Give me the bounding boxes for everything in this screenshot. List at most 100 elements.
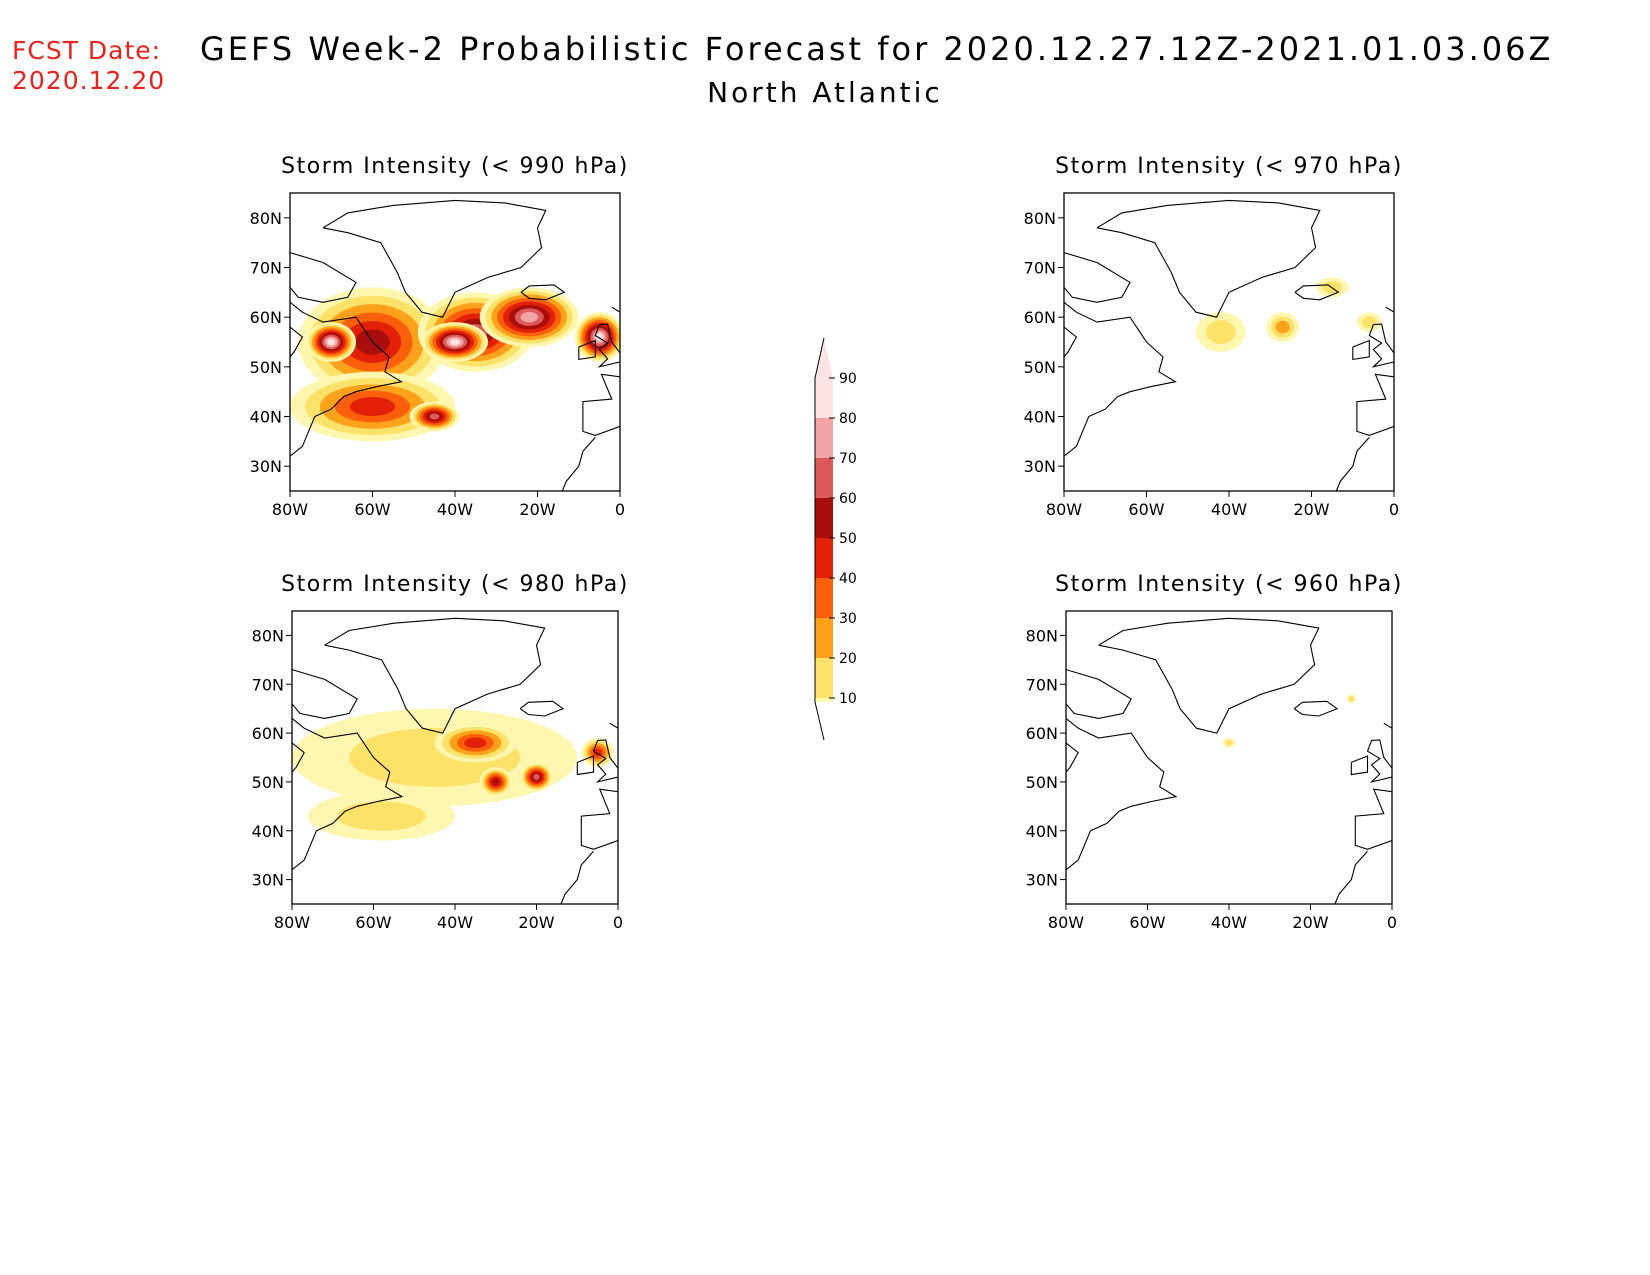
panel-title: Storm Intensity (< 960 hPa) (1055, 572, 1403, 597)
coastline (582, 373, 620, 436)
probability-contour-level-2 (1225, 739, 1233, 746)
colorbar-swatch (815, 498, 833, 538)
probability-field (1222, 694, 1356, 748)
colorbar-swatch (815, 698, 833, 702)
y-tick-label: 50N (1024, 358, 1056, 377)
probability-contour-level-5 (350, 397, 395, 417)
probability-field (290, 287, 620, 442)
probability-field (1196, 277, 1382, 352)
probability-contour-level-6 (491, 778, 500, 786)
coastline (611, 306, 620, 313)
map-panel-3: Storm Intensity (< 980 hPa) 80N 70N 60N 50N 4… (252, 572, 629, 932)
colorbar-tick-label: 10 (839, 691, 857, 707)
coastline (1066, 717, 1178, 871)
colorbar-swatch (815, 618, 833, 658)
x-tick-label: 60W (1129, 913, 1165, 932)
map-panel-4: Storm Intensity (< 960 hPa) 80N 70N 60N 50N 4… (1026, 572, 1403, 932)
probability-contour-level-9 (449, 338, 461, 346)
y-tick-label: 50N (250, 358, 282, 377)
y-tick-label: 60N (250, 308, 282, 327)
y-tick-label: 30N (1024, 457, 1056, 476)
colorbar-swatch (815, 658, 833, 698)
x-tick-label: 40W (437, 500, 473, 519)
coastline (1064, 301, 1177, 457)
panel-title: Storm Intensity (< 990 hPa) (281, 154, 629, 179)
coastline (1350, 755, 1369, 776)
colorbar-top-arrow (815, 338, 833, 378)
coastline (520, 284, 566, 301)
coastline (1334, 850, 1368, 904)
x-tick-label: 20W (1292, 913, 1328, 932)
y-tick-label: 30N (252, 871, 284, 890)
coastline (1066, 669, 1132, 719)
probability-field (292, 708, 614, 841)
colorbar-tick-label: 70 (839, 451, 857, 467)
x-tick-label: 20W (1293, 500, 1329, 519)
colorbar-tick-label: 20 (839, 651, 857, 667)
coastline (1354, 788, 1392, 850)
coastline (1096, 199, 1321, 318)
probability-contour-level-2 (1348, 695, 1355, 702)
y-tick-label: 60N (252, 724, 284, 743)
y-tick-label: 70N (1024, 259, 1056, 278)
coastline (609, 722, 618, 729)
map-panel-1: Storm Intensity (< 990 hPa) 80N 70N 60N 50N 4… (250, 154, 629, 519)
y-tick-label: 70N (252, 675, 284, 694)
x-tick-label: 0 (615, 500, 625, 519)
coastline (1383, 722, 1392, 729)
colorbar-swatch (815, 418, 833, 458)
coastline (1066, 742, 1079, 773)
coastline (1098, 617, 1320, 734)
probability-contour-level-2 (1205, 320, 1236, 344)
y-tick-label: 60N (1024, 308, 1056, 327)
x-tick-label: 60W (355, 913, 391, 932)
forecast-date: FCST Date: 2020.12.20 (12, 36, 165, 96)
coastline (290, 252, 357, 303)
coastline (1385, 306, 1394, 313)
coastline (578, 339, 596, 361)
probability-contour-level-7 (533, 774, 540, 781)
probability-contour-level-3 (1275, 320, 1290, 334)
colorbar-swatch (815, 578, 833, 618)
colorbar-tick-label: 30 (839, 611, 857, 627)
y-tick-label: 40N (1026, 822, 1058, 841)
page-subtitle: North Atlantic (707, 76, 943, 109)
x-tick-label: 0 (613, 913, 623, 932)
y-tick-label: 70N (1026, 675, 1058, 694)
y-tick-label: 40N (1024, 408, 1056, 427)
colorbar-tick-label: 60 (839, 491, 857, 507)
colorbar-swatch (815, 538, 833, 578)
x-tick-label: 0 (1389, 500, 1399, 519)
coastlines (1064, 199, 1394, 491)
coastline (560, 850, 594, 904)
probability-contour-level-7 (429, 413, 440, 420)
coastline (1368, 323, 1394, 368)
y-tick-label: 40N (250, 408, 282, 427)
y-tick-label: 50N (252, 773, 284, 792)
map-background (1066, 611, 1392, 904)
colorbar-swatch (815, 378, 833, 418)
coastline (1356, 373, 1394, 436)
probability-contour-level-8 (520, 311, 538, 323)
x-tick-label: 40W (1211, 913, 1247, 932)
x-tick-label: 40W (437, 913, 473, 932)
y-tick-label: 80N (1026, 626, 1058, 645)
y-tick-label: 50N (1026, 773, 1058, 792)
panel-title: Storm Intensity (< 980 hPa) (281, 572, 629, 597)
colorbar-swatch (815, 458, 833, 498)
probability-contour-level-2 (337, 801, 426, 831)
probability-contour-level-9 (327, 338, 336, 346)
x-tick-label: 60W (1128, 500, 1164, 519)
coastline (290, 326, 304, 358)
map-panel-2: Storm Intensity (< 970 hPa) 80N 70N 60N 50N 4… (1024, 154, 1403, 519)
forecast-date-value: 2020.12.20 (12, 66, 166, 95)
page-title: GEFS Week-2 Probabilistic Forecast for 2… (200, 30, 1554, 68)
x-tick-label: 80W (1048, 913, 1084, 932)
colorbar-tick-label: 50 (839, 531, 857, 547)
colorbar-outline (814, 337, 825, 741)
probability-contour-level-2 (1361, 316, 1377, 329)
panel-title: Storm Intensity (< 970 hPa) (1055, 154, 1403, 179)
x-tick-label: 80W (1046, 500, 1082, 519)
y-tick-label: 80N (252, 626, 284, 645)
y-tick-label: 80N (250, 209, 282, 228)
